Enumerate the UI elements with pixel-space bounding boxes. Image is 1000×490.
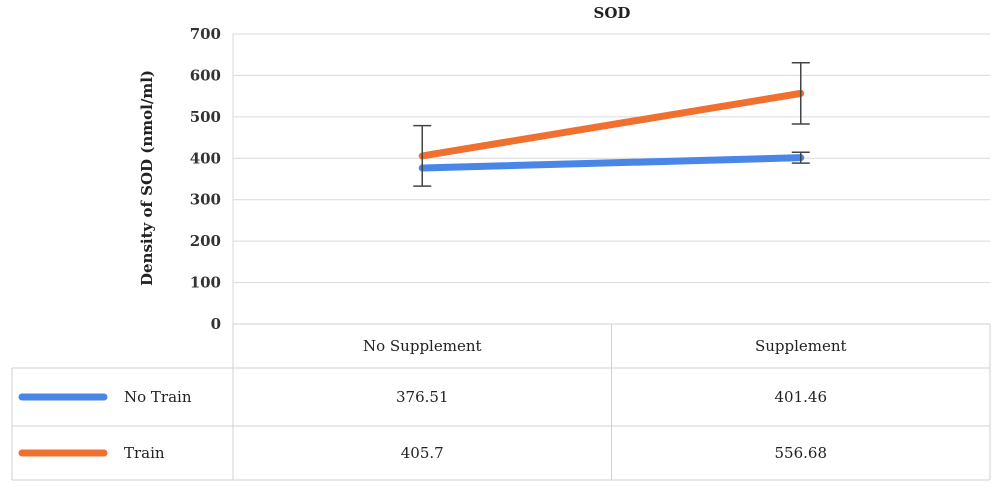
error-bar xyxy=(413,124,432,187)
series-lines xyxy=(418,89,805,172)
category-label: No Supplement xyxy=(363,337,482,355)
legend-series-name: No Train xyxy=(124,388,192,406)
y-axis-ticks: 0 100 200 300 400 500 600 700 xyxy=(190,25,221,333)
y-tick-label: 500 xyxy=(190,108,221,126)
legend-series-name: Train xyxy=(124,444,165,462)
series-line xyxy=(418,89,805,160)
y-tick-label: 300 xyxy=(190,191,221,209)
data-table-value: 556.68 xyxy=(775,444,828,462)
y-tick-label: 400 xyxy=(190,149,221,167)
data-table-value: 401.46 xyxy=(775,388,828,406)
data-table: No Supplement Supplement No Train 376.51 401… xyxy=(11,323,991,481)
data-table-value: 376.51 xyxy=(396,388,449,406)
error-bar xyxy=(791,151,810,164)
y-tick-label: 100 xyxy=(190,274,221,292)
y-tick-label: 200 xyxy=(190,232,221,250)
data-table-value: 405.7 xyxy=(401,444,444,462)
y-tick-label: 700 xyxy=(190,25,221,43)
chart-title: SOD xyxy=(594,4,631,22)
error-bar xyxy=(791,61,810,125)
y-tick-label: 600 xyxy=(190,66,221,84)
gridlines xyxy=(232,33,990,324)
series-line xyxy=(418,154,805,172)
category-label: Supplement xyxy=(755,337,847,355)
y-tick-label: 0 xyxy=(211,315,221,333)
error-bars xyxy=(413,61,810,187)
y-axis-label: Density of SOD (nmol/ml) xyxy=(138,70,156,286)
